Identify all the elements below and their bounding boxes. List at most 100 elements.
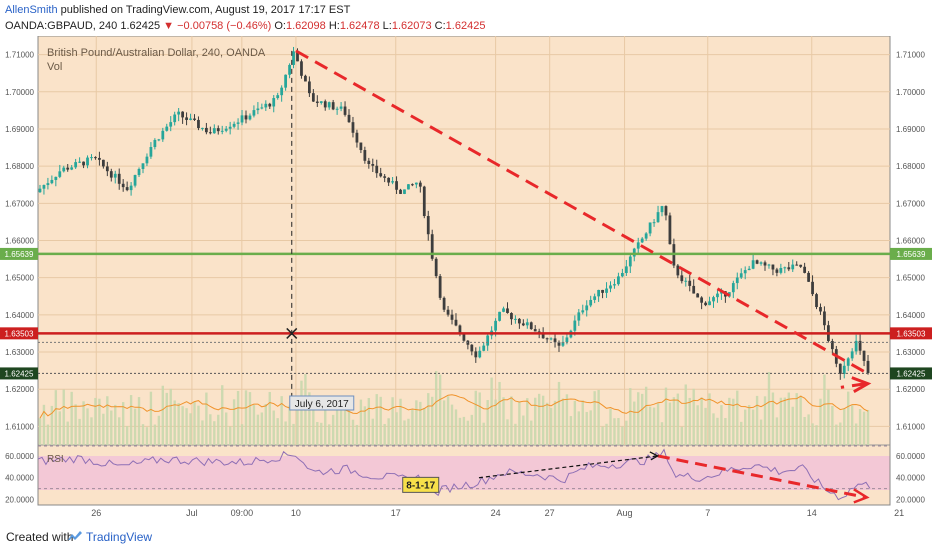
candle-body <box>38 188 42 193</box>
candle-body <box>161 130 165 140</box>
candle-body <box>185 117 188 120</box>
volume-bar <box>510 396 513 445</box>
volume-bar <box>573 400 577 445</box>
candle-body <box>363 150 367 161</box>
volume-bar <box>415 400 418 445</box>
volume-bar <box>153 424 157 445</box>
volume-bar <box>490 377 493 445</box>
resistance-tag-left-text: 1.63503 <box>5 329 34 338</box>
candle-body <box>755 260 759 264</box>
rsi-date-label-box <box>402 476 440 493</box>
tradingview-brand-link[interactable]: TradingView <box>86 530 153 544</box>
rsi-red-trendline <box>657 454 867 499</box>
candle-body <box>854 340 858 352</box>
candle-body <box>795 264 799 266</box>
x-tick-label: 14 <box>807 508 817 518</box>
candle-body <box>811 281 814 295</box>
volume-bar <box>843 408 846 445</box>
volume-bar <box>50 405 54 445</box>
candle-body <box>597 289 600 297</box>
volume-bar <box>185 408 188 445</box>
horizontal-levels[interactable]: 1.65639 1.65639 1.63503 1.63503 1.62425 1.624… <box>0 247 932 380</box>
tradingview-logo-icon <box>68 531 82 540</box>
volume-bar <box>74 404 77 445</box>
trend-arrowhead <box>851 376 872 393</box>
volume-bar <box>296 403 299 445</box>
volume-bar <box>613 418 616 445</box>
candle-body <box>331 102 335 110</box>
high-label: H: <box>328 20 340 32</box>
volume-bar <box>98 398 101 445</box>
candle-body <box>153 139 157 148</box>
volume-bar <box>276 418 279 445</box>
candle-body <box>545 338 549 340</box>
y-tick-label-left: 1.62000 <box>5 385 34 394</box>
volume-bar <box>395 412 398 445</box>
volume-bar <box>339 399 343 445</box>
candle-body <box>482 345 486 351</box>
candle-body <box>371 164 375 166</box>
candle-body <box>684 280 688 282</box>
volume-bar <box>522 415 525 445</box>
volume-bar <box>807 414 810 445</box>
volume-bar <box>835 424 838 445</box>
volume-bar <box>470 414 474 445</box>
candle-body <box>165 126 169 131</box>
x-axis[interactable]: 26 Jul 09:00 10 17 24 27 Aug 7 14 21 <box>91 508 904 518</box>
y-tick-label-right: 1.65000 <box>896 274 925 283</box>
date-marker[interactable]: July 6, 2017 <box>286 50 355 411</box>
y-axis-right[interactable]: 1.71000 1.70000 1.69000 1.68000 1.67000 1.660… <box>896 51 925 432</box>
volume-bar <box>347 408 351 445</box>
x-tick-label: Aug <box>617 508 633 518</box>
volume-bar <box>732 398 735 445</box>
y-tick-label-right: 1.68000 <box>896 162 925 171</box>
candle-body <box>486 335 490 346</box>
volume-bar <box>660 422 664 445</box>
candle-body <box>395 181 398 190</box>
volume-bar <box>720 405 723 445</box>
candle-body <box>197 119 200 129</box>
volume-bar <box>335 409 339 445</box>
y-tick-label-right: 1.69000 <box>896 125 925 134</box>
volume-bar <box>672 397 676 445</box>
symbol-line: OANDA:GBPAUD, 240 1.62425 ▼ −0.00758 (−0… <box>5 20 485 32</box>
candle-body <box>688 280 692 286</box>
candle-body <box>581 310 585 313</box>
rsi-black-trendline <box>478 455 658 479</box>
volume-bar <box>565 394 569 445</box>
rsi-tick-label-right: 20.0000 <box>896 496 925 505</box>
candle-body <box>557 342 561 346</box>
candle-body <box>617 276 620 285</box>
candle-body <box>838 363 842 374</box>
volume-bar <box>593 391 596 445</box>
volume-bar <box>692 388 695 445</box>
volume-bar <box>248 392 252 445</box>
candle-body <box>46 183 50 186</box>
volume-bar <box>751 409 755 445</box>
candle-body <box>628 256 632 267</box>
price-chart[interactable]: 1.65639 1.65639 1.63503 1.63503 1.62425 1.624… <box>0 36 932 520</box>
volume-bar <box>795 393 798 445</box>
volume-bar <box>549 407 553 445</box>
volume-bar <box>86 408 89 445</box>
volume-bar <box>169 388 172 445</box>
candle-body <box>787 267 791 270</box>
candle-body <box>232 123 236 127</box>
candle-body <box>767 264 771 266</box>
candle-body <box>815 294 818 308</box>
candle-body <box>751 260 755 269</box>
author-link[interactable]: AllenSmith <box>5 4 58 16</box>
volume-bar <box>680 426 683 445</box>
volume-bar <box>478 392 481 445</box>
candle-body <box>248 115 252 120</box>
volume-bar <box>308 392 311 445</box>
volume-bar <box>482 422 485 445</box>
trendlines[interactable] <box>295 49 872 393</box>
volume-bar <box>446 396 450 445</box>
candle-body <box>70 167 74 170</box>
volume-bar <box>605 423 608 445</box>
candle-body <box>660 206 664 213</box>
candle-body <box>335 108 339 110</box>
volume-bar <box>696 405 699 445</box>
candle-body <box>343 106 347 115</box>
